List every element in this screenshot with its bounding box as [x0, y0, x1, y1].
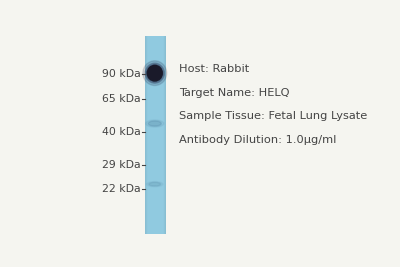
Ellipse shape — [145, 63, 164, 83]
Text: 90 kDa: 90 kDa — [102, 69, 141, 79]
Text: 40 kDa: 40 kDa — [102, 127, 141, 137]
Text: 29 kDa: 29 kDa — [102, 160, 141, 170]
Ellipse shape — [143, 61, 167, 85]
Text: Host: Rabbit: Host: Rabbit — [179, 64, 249, 74]
Ellipse shape — [146, 65, 163, 82]
Text: 22 kDa: 22 kDa — [102, 184, 141, 194]
Text: Sample Tissue: Fetal Lung Lysate: Sample Tissue: Fetal Lung Lysate — [179, 111, 367, 121]
Ellipse shape — [149, 182, 161, 186]
Text: Antibody Dilution: 1.0µg/ml: Antibody Dilution: 1.0µg/ml — [179, 135, 336, 145]
Ellipse shape — [148, 121, 161, 126]
Ellipse shape — [146, 182, 163, 187]
Ellipse shape — [147, 65, 162, 81]
Text: Target Name: HELQ: Target Name: HELQ — [179, 88, 289, 97]
Ellipse shape — [146, 120, 164, 127]
Text: 65 kDa: 65 kDa — [102, 94, 141, 104]
